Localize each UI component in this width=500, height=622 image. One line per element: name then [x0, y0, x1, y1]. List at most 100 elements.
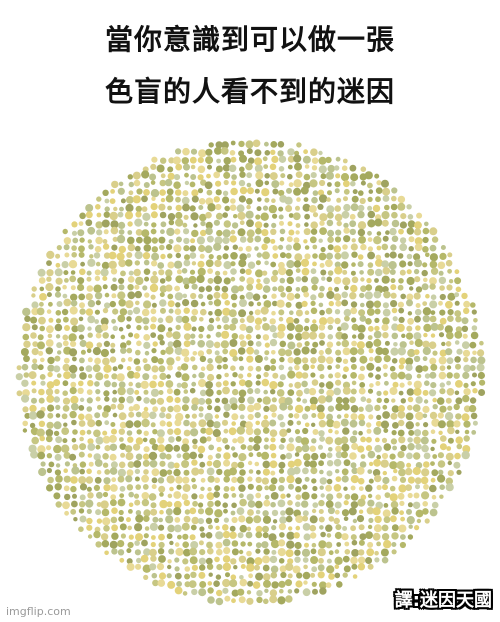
- plate-dot: [343, 188, 350, 195]
- plate-dot: [334, 181, 341, 188]
- plate-dot: [29, 404, 37, 413]
- plate-dot: [128, 502, 134, 508]
- plate-dot: [166, 533, 173, 540]
- plate-dot: [159, 292, 165, 298]
- plate-dot: [135, 315, 143, 324]
- plate-dot: [94, 292, 103, 300]
- plate-dot: [239, 154, 247, 163]
- plate-dot: [398, 405, 405, 412]
- plate-dot: [157, 334, 164, 341]
- plate-dot: [383, 397, 390, 404]
- plate-dot: [326, 219, 334, 227]
- plate-dot: [429, 389, 437, 397]
- plate-dot: [463, 307, 470, 315]
- plate-dot: [326, 533, 332, 538]
- plate-dot: [397, 371, 406, 380]
- plate-dot: [205, 398, 212, 405]
- plate-dot: [55, 501, 62, 508]
- plate-dot: [429, 227, 438, 236]
- plate-dot: [198, 379, 207, 388]
- plate-dot: [414, 237, 423, 246]
- plate-dot: [220, 340, 229, 349]
- plate-dot: [293, 532, 300, 539]
- plate-dot: [384, 492, 391, 498]
- plate-dot: [238, 515, 246, 523]
- plate-dot: [108, 251, 117, 260]
- plate-dot: [184, 509, 191, 515]
- plate-dot: [136, 395, 142, 402]
- plate-dot: [125, 452, 134, 461]
- plate-dot: [446, 372, 453, 379]
- plate-dot: [440, 245, 446, 250]
- plate-dot: [200, 301, 206, 307]
- plate-dot: [239, 253, 247, 261]
- plate-dot: [167, 205, 173, 211]
- plate-dot: [149, 459, 158, 468]
- plate-dot: [438, 270, 444, 276]
- plate-dot: [286, 475, 295, 484]
- plate-dot: [255, 476, 262, 484]
- plate-dot: [382, 317, 390, 325]
- plate-dot: [318, 444, 323, 450]
- plate-dot: [367, 262, 374, 268]
- plate-dot: [69, 306, 78, 315]
- plate-dot: [239, 276, 246, 282]
- plate-dot: [272, 245, 279, 251]
- plate-dot: [55, 277, 63, 285]
- plate-dot: [351, 549, 359, 557]
- plate-dot: [47, 356, 55, 365]
- plate-dot: [382, 267, 391, 275]
- plate-dot: [142, 212, 151, 221]
- plate-dot: [455, 286, 462, 293]
- plate-dot: [269, 443, 277, 451]
- plate-dot: [126, 430, 133, 436]
- plate-dot: [182, 591, 188, 596]
- plate-dot: [85, 293, 93, 301]
- plate-dot: [128, 332, 134, 338]
- plate-dot: [269, 381, 278, 390]
- plate-dot: [391, 332, 399, 340]
- plate-dot: [392, 422, 399, 429]
- plate-dot: [343, 227, 350, 234]
- plate-dot: [288, 366, 293, 371]
- plate-dot: [173, 468, 181, 477]
- plate-dot: [175, 324, 181, 331]
- plate-dot: [415, 422, 420, 427]
- plate-dot: [285, 269, 293, 277]
- plate-dot: [239, 469, 246, 476]
- plate-dot: [447, 315, 454, 323]
- plate-dot: [278, 485, 285, 492]
- plate-dot: [381, 211, 390, 220]
- plate-dot: [390, 244, 397, 251]
- plate-dot: [164, 444, 174, 453]
- plate-dot: [400, 398, 406, 404]
- plate-dot: [350, 475, 359, 484]
- plate-dot: [215, 331, 222, 338]
- plate-dot: [69, 453, 77, 461]
- plate-dot: [341, 509, 350, 517]
- plate-dot: [142, 564, 151, 573]
- plate-dot: [127, 309, 133, 316]
- plate-dot: [79, 339, 87, 348]
- plate-dot: [286, 531, 295, 540]
- plate-dot: [230, 486, 236, 492]
- plate-dot: [63, 298, 72, 307]
- plate-dot: [62, 340, 69, 347]
- plate-dot: [95, 332, 102, 339]
- plate-dot: [326, 276, 333, 283]
- plate-dot: [310, 467, 318, 475]
- plate-dot: [399, 500, 405, 506]
- plate-dot: [175, 163, 183, 171]
- plate-dot: [200, 486, 205, 491]
- plate-dot: [87, 534, 93, 539]
- plate-dot: [165, 194, 174, 203]
- plate-dot: [326, 389, 335, 398]
- plate-dot: [390, 292, 397, 299]
- plate-dot: [231, 493, 237, 498]
- plate-dot: [71, 466, 80, 475]
- plate-dot: [214, 308, 222, 317]
- plate-dot: [96, 502, 102, 507]
- plate-dot: [246, 204, 251, 210]
- plate-dot: [134, 245, 141, 252]
- plate-dot: [79, 468, 85, 475]
